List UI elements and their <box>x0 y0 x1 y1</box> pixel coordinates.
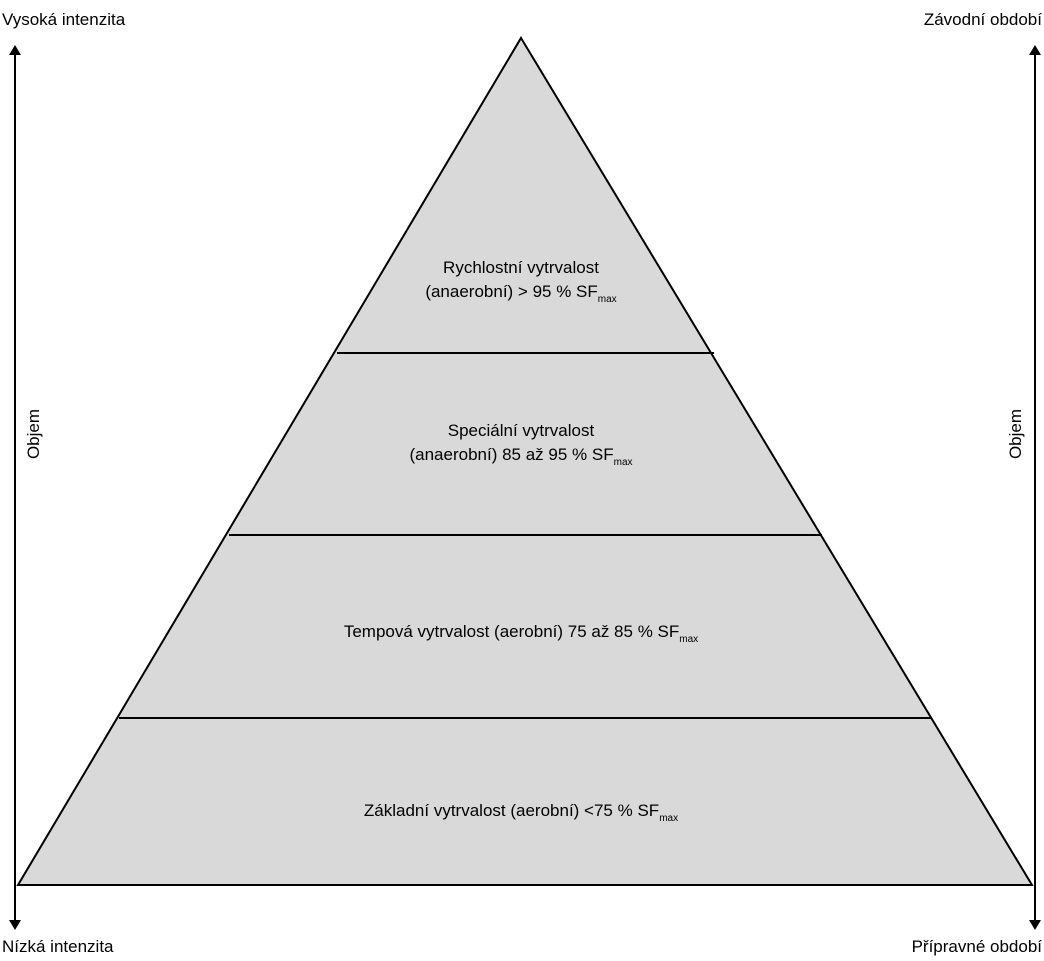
layer-2-title: Speciální vytrvalost <box>447 421 595 440</box>
layer-tempo-endurance: Tempová vytrvalost (aerobní) 75 až 85 % … <box>343 620 699 645</box>
label-preparation-period: Přípravné období <box>911 937 1042 956</box>
layer-1-title: Rychlostní vytrvalost <box>443 258 599 277</box>
right-volume-label: Objem <box>1006 406 1026 462</box>
layer-4-title: Základní vytrvalost (aerobní) <75 % SFma… <box>363 801 679 824</box>
label-race-period: Závodní období <box>923 10 1042 29</box>
layer-1-detail: (anaerobní) > 95 % SFmax <box>425 282 617 305</box>
layer-3-subscript: max <box>679 634 699 645</box>
label-low-intensity: Nízká intenzita <box>2 937 114 956</box>
label-high-intensity: Vysoká intenzita <box>2 10 126 29</box>
layer-3-title: Tempová vytrvalost (aerobní) 75 až 85 % … <box>343 622 699 645</box>
left-volume-label: Objem <box>24 406 44 462</box>
layer-basic-endurance: Základní vytrvalost (aerobní) <75 % SFma… <box>363 799 679 824</box>
layer-2-detail: (anaerobní) 85 až 95 % SFmax <box>409 445 633 468</box>
pyramid-shape <box>16 36 1034 886</box>
layer-4-subscript: max <box>659 813 679 824</box>
layer-speed-endurance: Rychlostní vytrvalost (anaerobní) > 95 %… <box>425 256 617 305</box>
layer-1-subscript: max <box>597 294 617 305</box>
layer-2-subscript: max <box>613 457 633 468</box>
layer-special-endurance: Speciální vytrvalost (anaerobní) 85 až 9… <box>409 419 633 468</box>
